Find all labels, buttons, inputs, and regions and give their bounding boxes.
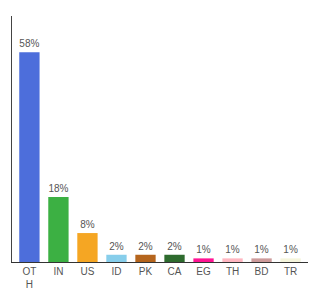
svg-text:TH: TH [226, 266, 239, 277]
svg-text:TR: TR [284, 266, 297, 277]
svg-text:CA: CA [168, 266, 182, 277]
svg-text:1%: 1% [225, 244, 240, 255]
svg-text:OTH: OTH [22, 266, 36, 290]
svg-text:EG: EG [196, 266, 211, 277]
svg-text:1%: 1% [196, 244, 211, 255]
svg-text:58%: 58% [19, 38, 39, 49]
svg-text:2%: 2% [109, 241, 124, 252]
svg-text:2%: 2% [167, 241, 182, 252]
svg-text:IN: IN [53, 266, 63, 277]
svg-text:18%: 18% [48, 183, 68, 194]
svg-text:1%: 1% [254, 244, 269, 255]
svg-text:2%: 2% [138, 241, 153, 252]
svg-text:BD: BD [255, 266, 269, 277]
svg-text:US: US [80, 266, 94, 277]
svg-text:1%: 1% [283, 244, 298, 255]
svg-text:PK: PK [139, 266, 153, 277]
svg-text:ID: ID [111, 266, 121, 277]
svg-text:8%: 8% [80, 219, 95, 230]
